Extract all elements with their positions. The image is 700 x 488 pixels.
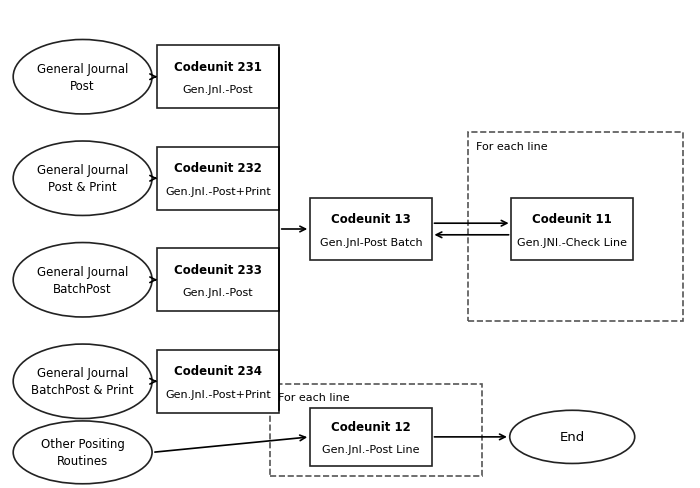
Text: For each line: For each line	[279, 392, 350, 403]
Text: Codeunit 11: Codeunit 11	[532, 212, 612, 225]
Text: General Journal
BatchPost: General Journal BatchPost	[37, 265, 128, 295]
Text: For each line: For each line	[477, 142, 548, 152]
Text: Gen.Jnl.-Post Line: Gen.Jnl.-Post Line	[322, 445, 419, 454]
Text: Gen.JNI.-Check Line: Gen.JNI.-Check Line	[517, 237, 627, 247]
Ellipse shape	[510, 410, 635, 464]
Text: End: End	[559, 430, 584, 444]
FancyBboxPatch shape	[512, 198, 633, 261]
Text: Gen.Jnl-Post Batch: Gen.Jnl-Post Batch	[319, 237, 422, 247]
Text: Other Positing
Routines: Other Positing Routines	[41, 437, 125, 468]
Text: Gen.Jnl.-Post+Print: Gen.Jnl.-Post+Print	[165, 389, 271, 399]
Text: Gen.Jnl.-Post: Gen.Jnl.-Post	[183, 85, 253, 95]
Text: Codeunit 234: Codeunit 234	[174, 365, 262, 377]
Text: Gen.Jnl.-Post+Print: Gen.Jnl.-Post+Print	[165, 186, 271, 196]
FancyBboxPatch shape	[158, 350, 279, 413]
FancyBboxPatch shape	[310, 408, 432, 466]
Ellipse shape	[13, 421, 152, 484]
Text: General Journal
Post: General Journal Post	[37, 62, 128, 93]
Ellipse shape	[13, 142, 152, 216]
Text: Codeunit 231: Codeunit 231	[174, 61, 262, 73]
Text: Codeunit 12: Codeunit 12	[331, 420, 411, 433]
Text: Codeunit 13: Codeunit 13	[331, 212, 411, 225]
FancyBboxPatch shape	[158, 46, 279, 109]
Ellipse shape	[13, 243, 152, 317]
Text: Gen.Jnl.-Post: Gen.Jnl.-Post	[183, 288, 253, 298]
Text: General Journal
Post & Print: General Journal Post & Print	[37, 164, 128, 194]
FancyBboxPatch shape	[310, 198, 432, 261]
Text: Codeunit 232: Codeunit 232	[174, 162, 262, 175]
Ellipse shape	[13, 41, 152, 115]
FancyBboxPatch shape	[158, 249, 279, 311]
FancyBboxPatch shape	[158, 147, 279, 210]
FancyBboxPatch shape	[270, 384, 482, 476]
FancyBboxPatch shape	[468, 133, 683, 321]
Text: General Journal
BatchPost & Print: General Journal BatchPost & Print	[32, 366, 134, 396]
Text: Codeunit 233: Codeunit 233	[174, 263, 262, 276]
Ellipse shape	[13, 345, 152, 419]
